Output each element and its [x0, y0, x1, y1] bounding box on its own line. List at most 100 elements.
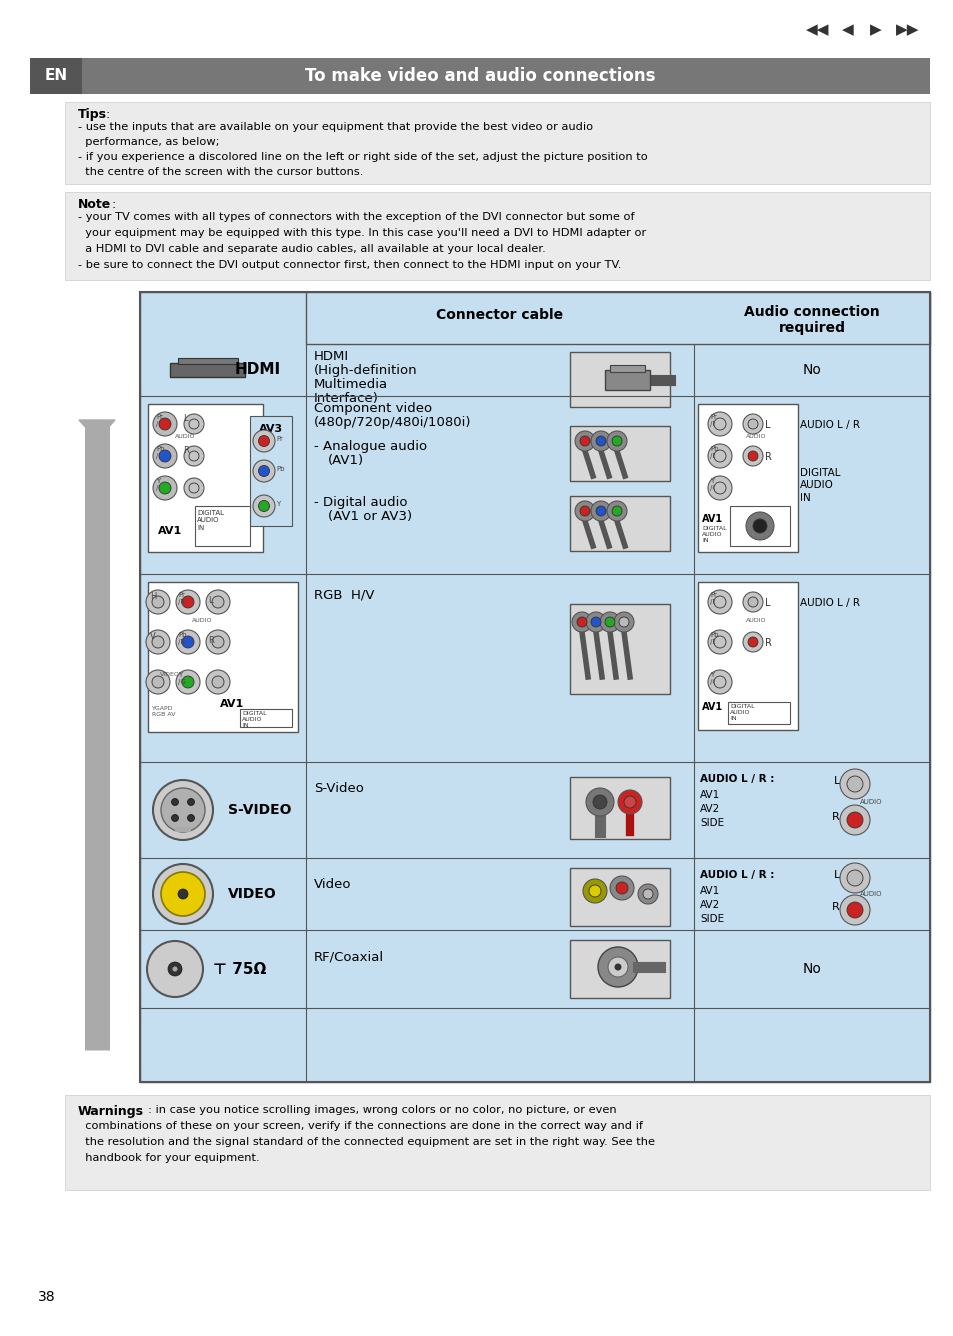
- Bar: [729, 506, 789, 546]
- Circle shape: [152, 864, 213, 925]
- Circle shape: [184, 478, 204, 498]
- Text: Pb
/B: Pb /B: [709, 632, 718, 645]
- Text: performance, as below;: performance, as below;: [78, 138, 219, 147]
- Circle shape: [146, 669, 170, 693]
- Circle shape: [253, 460, 274, 482]
- Circle shape: [590, 432, 610, 452]
- Circle shape: [713, 676, 725, 688]
- Bar: [698, 582, 797, 729]
- Circle shape: [182, 636, 193, 648]
- Text: L: L: [208, 596, 213, 605]
- Circle shape: [840, 895, 869, 925]
- Text: S-Video: S-Video: [314, 782, 363, 795]
- Bar: [194, 506, 250, 546]
- Text: L: L: [833, 776, 840, 786]
- Text: VIDEO: VIDEO: [228, 887, 276, 900]
- Text: required: required: [778, 321, 844, 335]
- Circle shape: [742, 592, 762, 612]
- Circle shape: [604, 617, 615, 627]
- Circle shape: [609, 876, 634, 900]
- Text: Connector cable: Connector cable: [436, 309, 563, 322]
- Text: ▶▶: ▶▶: [895, 23, 919, 37]
- Bar: [170, 363, 245, 377]
- Circle shape: [172, 815, 178, 822]
- Bar: [30, 57, 929, 94]
- Text: ◀: ◀: [841, 23, 853, 37]
- Text: V: V: [150, 632, 155, 641]
- Circle shape: [258, 501, 269, 512]
- Bar: [569, 604, 669, 693]
- Circle shape: [146, 631, 170, 655]
- Circle shape: [747, 597, 758, 607]
- Circle shape: [577, 617, 586, 627]
- Bar: [727, 701, 789, 724]
- Text: AV1: AV1: [158, 526, 182, 536]
- Circle shape: [212, 596, 224, 608]
- Text: Component video: Component video: [314, 402, 432, 415]
- Circle shape: [182, 596, 193, 608]
- Bar: [65, 1096, 929, 1190]
- Text: - be sure to connect the DVI output connector first, then connect to the HDMI in: - be sure to connect the DVI output conn…: [78, 261, 620, 270]
- Text: Pb
/B: Pb /B: [709, 446, 718, 460]
- Text: Warnings: Warnings: [78, 1105, 144, 1118]
- Circle shape: [590, 617, 600, 627]
- Text: AV2: AV2: [700, 900, 720, 910]
- Text: L: L: [833, 870, 840, 880]
- Circle shape: [593, 795, 606, 810]
- Text: RGB  H/V: RGB H/V: [314, 588, 375, 601]
- Polygon shape: [79, 420, 115, 440]
- Bar: [569, 941, 669, 998]
- Circle shape: [707, 669, 731, 693]
- Text: L: L: [764, 420, 770, 430]
- Text: AV1: AV1: [701, 514, 722, 524]
- Circle shape: [152, 636, 164, 648]
- Circle shape: [161, 788, 205, 832]
- Text: HDMI: HDMI: [234, 362, 281, 378]
- Circle shape: [596, 436, 605, 446]
- Text: combinations of these on your screen, verify if the connections are done in the : combinations of these on your screen, ve…: [78, 1121, 642, 1132]
- Text: AUDIO L / R: AUDIO L / R: [800, 420, 859, 430]
- Text: - Analogue audio: - Analogue audio: [314, 440, 427, 453]
- Text: Audio connection: Audio connection: [743, 305, 879, 319]
- Circle shape: [212, 676, 224, 688]
- Text: :: :: [112, 198, 116, 211]
- Text: S-VIDEO: S-VIDEO: [228, 803, 292, 818]
- Text: YGAPD
RGB AV: YGAPD RGB AV: [152, 705, 175, 717]
- Text: SIDE: SIDE: [700, 914, 723, 925]
- Circle shape: [745, 512, 773, 540]
- Circle shape: [206, 669, 230, 693]
- Circle shape: [147, 941, 203, 997]
- Circle shape: [846, 870, 862, 886]
- Circle shape: [846, 902, 862, 918]
- Circle shape: [590, 501, 610, 521]
- Text: Y
/G: Y /G: [156, 478, 164, 492]
- Text: No: No: [801, 363, 821, 377]
- Circle shape: [840, 806, 869, 835]
- Text: ◀◀: ◀◀: [805, 23, 829, 37]
- Bar: [569, 351, 669, 407]
- Circle shape: [579, 436, 589, 446]
- Text: Pr
/R: Pr /R: [709, 414, 717, 428]
- Bar: [250, 415, 292, 526]
- Circle shape: [579, 506, 589, 516]
- Circle shape: [614, 612, 634, 632]
- Circle shape: [172, 966, 177, 971]
- Circle shape: [146, 591, 170, 615]
- Circle shape: [161, 872, 205, 916]
- Circle shape: [585, 788, 614, 816]
- Text: DIGITAL
AUDIO
IN: DIGITAL AUDIO IN: [729, 704, 754, 721]
- Circle shape: [614, 963, 620, 970]
- Bar: [569, 868, 669, 926]
- Text: Pr
/R: Pr /R: [178, 592, 185, 605]
- Circle shape: [152, 676, 164, 688]
- Bar: [178, 358, 237, 363]
- Circle shape: [582, 879, 606, 903]
- Bar: [30, 57, 82, 94]
- Circle shape: [742, 446, 762, 466]
- Bar: [174, 827, 191, 832]
- Circle shape: [206, 591, 230, 615]
- Bar: [569, 496, 669, 550]
- Circle shape: [189, 484, 199, 493]
- Bar: [140, 293, 929, 1082]
- Circle shape: [707, 444, 731, 468]
